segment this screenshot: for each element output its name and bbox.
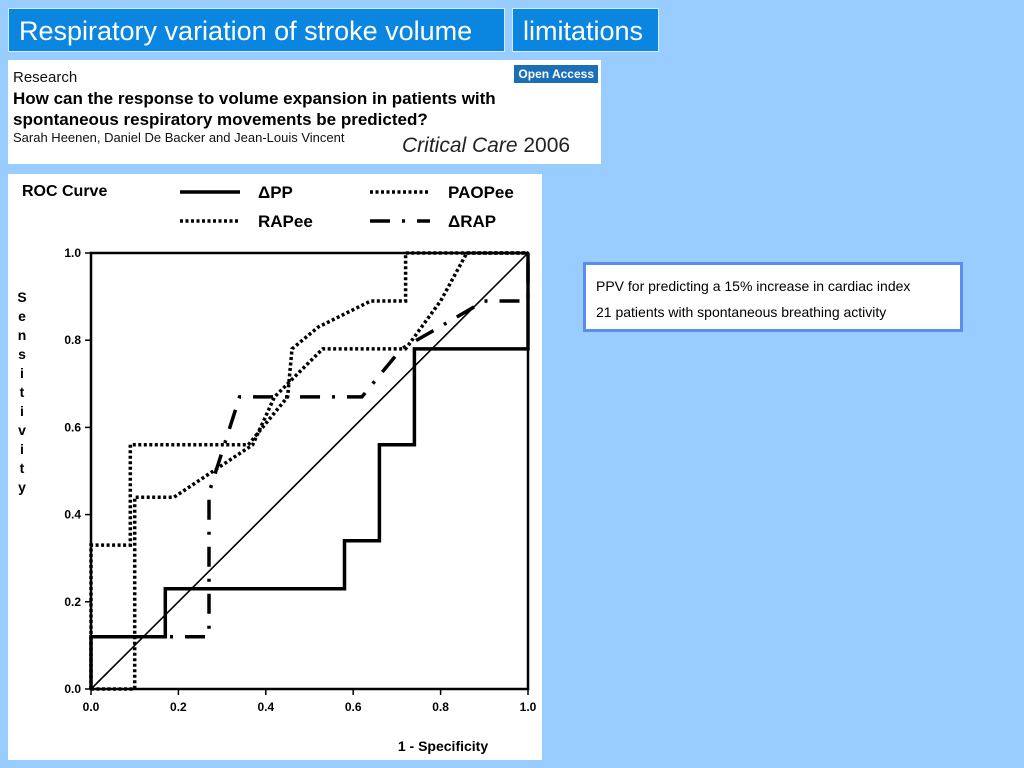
article-type-label: Research xyxy=(13,69,78,86)
y-tick-label: 1.0 xyxy=(64,246,81,260)
paper-headline: How can the response to volume expansion… xyxy=(13,89,496,129)
note-line-2: 21 patients with spontaneous breathing a… xyxy=(596,304,887,320)
slide-title: Respiratory variation of stroke volume xyxy=(8,8,505,52)
legend-label: RAPee xyxy=(258,212,313,231)
note-line-1: PPV for predicting a 15% increase in car… xyxy=(596,278,911,294)
open-access-badge: Open Access xyxy=(514,65,598,83)
x-axis-label: 1 - Specificity xyxy=(398,738,488,754)
y-tick-label: 0.2 xyxy=(64,595,81,609)
chart-title: ROC Curve xyxy=(22,183,107,200)
x-tick-label: 0.4 xyxy=(257,700,274,714)
reference-diagonal-line xyxy=(90,252,529,690)
x-tick-label: 0.6 xyxy=(345,700,362,714)
y-axis-label-letter: t xyxy=(20,460,25,476)
roc-chart: ROC Curve ΔPP PAOPee RAPee ΔRAP 0.0 0.2 0.4 0.… xyxy=(8,174,542,760)
series-line xyxy=(91,253,530,639)
y-axis-label-letter: i xyxy=(20,441,24,457)
x-tick-label: 0.8 xyxy=(432,700,449,714)
series-line xyxy=(91,251,528,691)
x-tick-label: 0.0 xyxy=(83,700,100,714)
paper-header-image: Research Open Access How can the respons… xyxy=(8,60,601,164)
x-tick-label: 0.2 xyxy=(170,700,187,714)
y-tick-label: 0.0 xyxy=(64,682,81,696)
journal-name: Critical Care xyxy=(402,134,518,157)
legend-label: ΔPP xyxy=(258,183,293,202)
y-axis-label-letter: y xyxy=(18,479,26,495)
y-axis-label-letter: s xyxy=(18,346,26,362)
y-axis-label-letter: i xyxy=(20,403,24,419)
y-axis-label-letter: i xyxy=(20,365,24,381)
roc-chart-svg: ROC Curve ΔPP PAOPee RAPee ΔRAP 0.0 0.2 0.4 0.… xyxy=(17,183,537,754)
legend-label: PAOPee xyxy=(448,183,514,202)
y-tick-label: 0.6 xyxy=(64,420,81,434)
notes-box: PPV for predicting a 15% increase in car… xyxy=(583,262,963,332)
y-tick-label: 0.8 xyxy=(64,333,81,347)
y-axis-label-letter: t xyxy=(20,384,25,400)
journal-citation: Critical Care 2006 xyxy=(402,134,570,158)
journal-year: 2006 xyxy=(523,134,571,157)
y-axis-label-letter: S xyxy=(17,289,26,305)
y-tick-label: 0.4 xyxy=(64,508,81,522)
y-axis-label-letter: n xyxy=(18,327,27,343)
limitations-tab[interactable]: limitations xyxy=(512,8,659,52)
y-axis-label-letter: e xyxy=(18,308,26,324)
plot-frame xyxy=(89,251,530,691)
legend-label: ΔRAP xyxy=(448,212,496,231)
paper-authors: Sarah Heenen, Daniel De Backer and Jean-… xyxy=(13,130,345,145)
x-tick-label: 1.0 xyxy=(520,700,537,714)
y-axis-label-letter: v xyxy=(18,422,26,438)
